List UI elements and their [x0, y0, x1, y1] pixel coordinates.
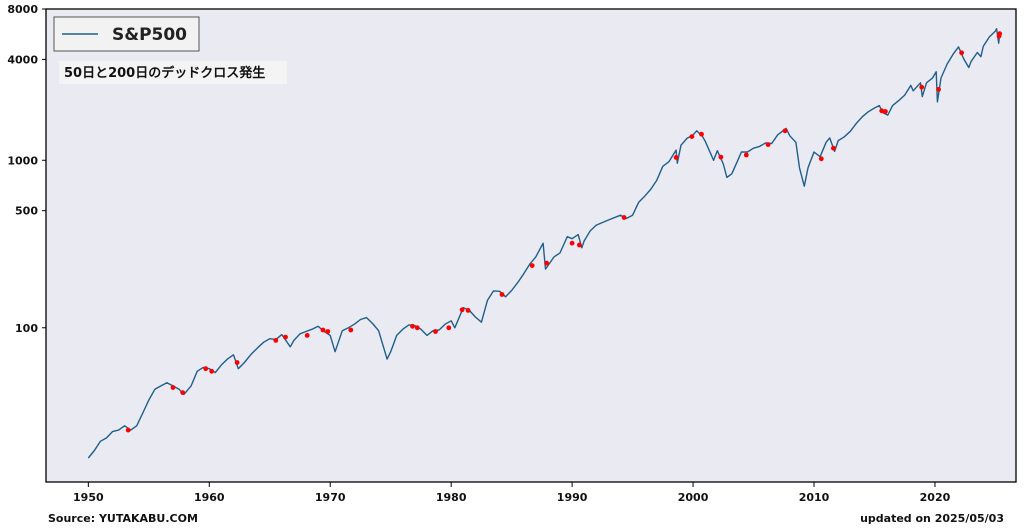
dead-cross-point [621, 215, 627, 220]
dead-cross-point [446, 325, 452, 331]
dead-cross-point [569, 240, 575, 246]
x-axis-ticks: 1950 1960 1970 1980 1990 2000 2010 2020 [73, 482, 951, 504]
dead-cross-point [234, 360, 240, 365]
x-tick-label: 2000 [678, 491, 709, 504]
source-credit: Source: YUTAKABU.COM [48, 512, 198, 525]
x-tick-label: 2020 [920, 491, 951, 504]
dead-cross-point [170, 385, 176, 390]
dead-cross-point [689, 134, 695, 140]
dead-cross-point [459, 307, 465, 313]
dead-cross-point [465, 308, 471, 313]
dead-cross-point [919, 84, 925, 90]
x-tick-label: 1970 [315, 491, 346, 504]
annotation: 50日と200日のデッドクロス発生 [59, 61, 287, 84]
updated-date: updated on 2025/05/03 [860, 512, 1004, 525]
dead-cross-point [433, 329, 438, 334]
dead-cross-point [410, 323, 415, 329]
y-tick-label: 1000 [7, 154, 38, 167]
dead-cross-point [883, 109, 888, 114]
dead-cross-point [203, 366, 209, 372]
dead-cross-point [936, 87, 941, 92]
dead-cross-point [577, 242, 582, 248]
x-tick-label: 1980 [436, 491, 467, 504]
dead-cross-point [304, 333, 310, 338]
dead-cross-point [879, 108, 885, 114]
legend-label: S&P500 [112, 25, 187, 45]
dead-cross-point [673, 155, 679, 160]
annotation-text: 50日と200日のデッドクロス発生 [64, 65, 265, 81]
dead-cross-point [544, 260, 550, 266]
dead-cross-point [180, 390, 186, 395]
x-tick-label: 1990 [557, 491, 588, 504]
dead-cross-point [765, 142, 771, 148]
dead-cross-point [125, 427, 131, 433]
dead-cross-point [959, 50, 964, 56]
dead-cross-points [125, 31, 1003, 433]
x-tick-label: 1950 [73, 491, 104, 504]
plot-background [45, 8, 1017, 483]
dead-cross-point [348, 327, 354, 333]
dead-cross-point [997, 31, 1003, 37]
y-tick-label: 500 [15, 205, 38, 218]
legend: S&P500 [53, 16, 200, 52]
y-axis-ticks: 100 500 1000 4000 8000 [7, 3, 46, 335]
dead-cross-point [499, 292, 505, 297]
y-tick-label: 100 [15, 322, 38, 335]
dead-cross-point [718, 154, 724, 160]
x-tick-label: 2010 [799, 491, 830, 504]
dead-cross-point [831, 145, 836, 151]
y-tick-label: 4000 [7, 53, 38, 66]
dead-cross-point [273, 338, 279, 343]
dead-cross-point [782, 128, 788, 134]
dead-cross-point [529, 263, 535, 268]
x-tick-label: 1960 [194, 491, 225, 504]
dead-cross-point [320, 327, 326, 333]
dead-cross-point [209, 368, 215, 374]
annotation-box [59, 61, 287, 84]
dead-cross-point [818, 156, 824, 162]
dead-cross-point [414, 325, 420, 331]
y-tick-label: 8000 [7, 3, 38, 16]
dead-cross-point [743, 152, 749, 158]
dead-cross-point [699, 131, 704, 137]
dead-cross-point [283, 334, 288, 340]
dead-cross-point [325, 329, 331, 334]
